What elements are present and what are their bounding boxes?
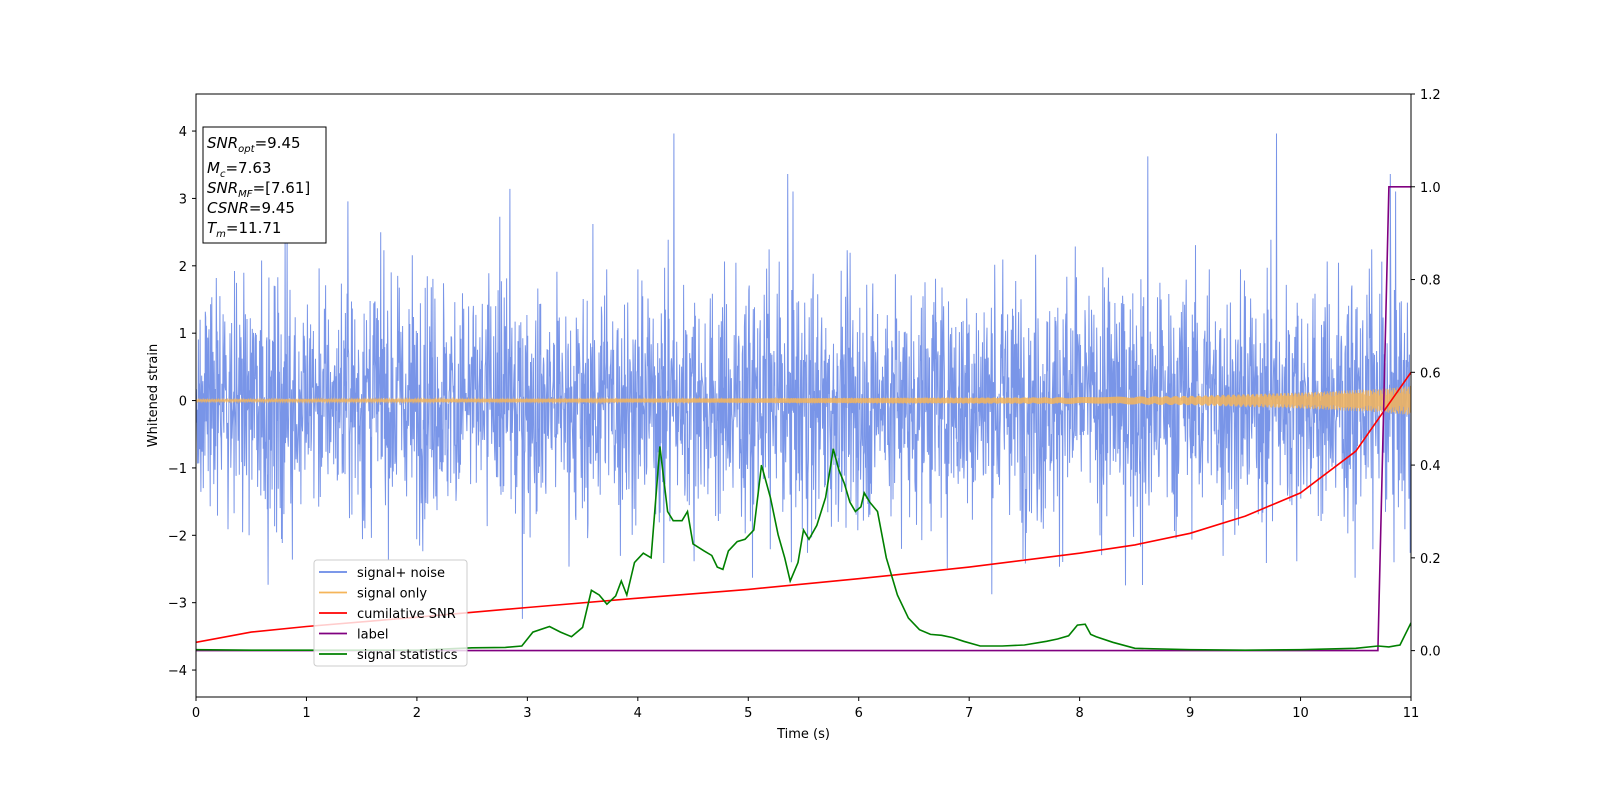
- info-box-line: Tm=11.71: [207, 219, 281, 240]
- y-tick-label-left: 2: [179, 260, 187, 275]
- y-tick-label-left: −4: [168, 664, 187, 679]
- x-tick-label: 2: [413, 706, 421, 721]
- series-line-signal-only: [196, 385, 1411, 415]
- y-axis-label: Whitened strain: [146, 344, 161, 447]
- y-tick-label-right: 0.0: [1420, 645, 1441, 660]
- plot-frame: [195, 93, 1412, 698]
- y-tick-label-right: 0.2: [1420, 552, 1441, 567]
- x-tick-label: 8: [1075, 706, 1083, 721]
- x-tick-label: 0: [192, 706, 200, 721]
- x-tick-label: 10: [1292, 706, 1309, 721]
- info-box-line: SNRopt=9.45: [207, 134, 301, 155]
- series-line-signal-noise: [196, 133, 1411, 619]
- y-tick-label-right: 1.2: [1420, 88, 1441, 103]
- y-tick-label-left: −1: [168, 462, 187, 477]
- info-box-line: Mc=7.63: [207, 159, 271, 180]
- y-tick-label-left: 4: [179, 125, 187, 140]
- x-tick-label: 11: [1403, 706, 1420, 721]
- x-tick-label: 7: [965, 706, 973, 721]
- series-line-label: [196, 186, 1411, 652]
- y-tick-label-right: 0.6: [1420, 366, 1441, 381]
- y-tick-label-left: 1: [179, 327, 187, 342]
- y-tick-label-right: 0.8: [1420, 274, 1441, 289]
- x-axis-label: Time (s): [776, 727, 830, 742]
- legend-label: signal statistics: [357, 648, 458, 663]
- info-box-line: SNRMF=[7.61]: [207, 179, 310, 200]
- axis-ticks: 0 1 2 3 4 5 6 7 8 9 10 11 −4 −3 −2 −1 0 1 2 3 4 0.0 0.2 0.4 0.6 0…: [168, 88, 1441, 721]
- legend-label: cumilative SNR: [357, 607, 456, 622]
- legend: signal+ noise signal only cumilative SNR la…: [313, 559, 468, 667]
- x-tick-label: 4: [634, 706, 642, 721]
- legend-label: signal+ noise: [357, 566, 445, 581]
- signal-only-layer: [196, 385, 1411, 415]
- y-tick-label-right: 0.4: [1420, 459, 1441, 474]
- legend-label: label: [357, 628, 388, 643]
- series-line-signal-statistics: [196, 446, 1411, 652]
- y-tick-label-left: −2: [168, 529, 187, 544]
- x-tick-label: 3: [523, 706, 531, 721]
- x-tick-label: 5: [744, 706, 752, 721]
- y-tick-label-left: 3: [179, 192, 187, 207]
- x-tick-label: 6: [855, 706, 863, 721]
- legend-label: signal only: [357, 587, 427, 602]
- x-tick-label: 1: [302, 706, 310, 721]
- y-tick-label-right: 1.0: [1420, 181, 1441, 196]
- legend-frame: [313, 559, 468, 667]
- signal-noise-layer: [196, 133, 1411, 619]
- info-box-line: CSNR=9.45: [207, 199, 295, 217]
- x-tick-label: 9: [1186, 706, 1194, 721]
- y-tick-label-left: −3: [168, 597, 187, 612]
- y-tick-label-left: 0: [179, 395, 187, 410]
- info-box-frame: [202, 126, 327, 244]
